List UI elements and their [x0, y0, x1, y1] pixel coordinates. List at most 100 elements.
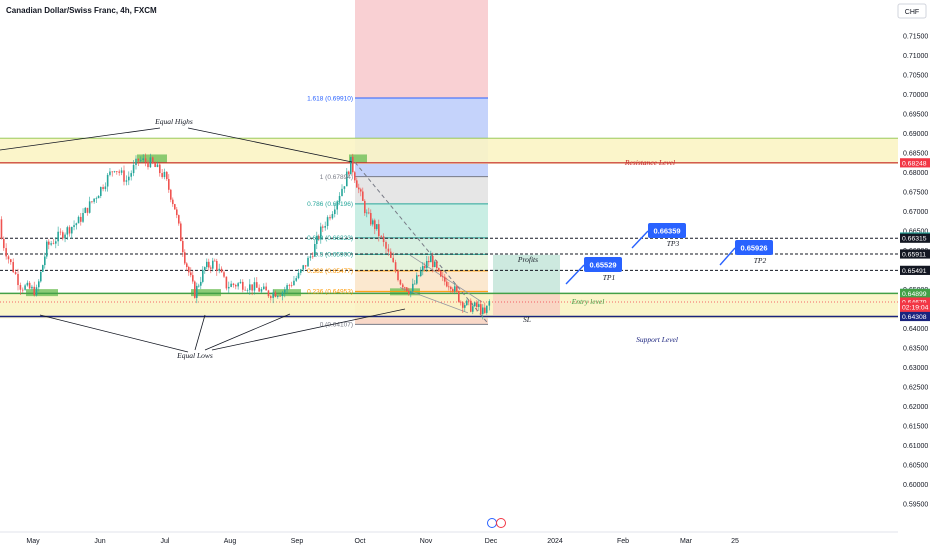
- candle: [111, 171, 114, 177]
- candle: [454, 283, 456, 295]
- price-axis[interactable]: 0.71500 0.71000 0.70500 0.70000 0.69500 0.690…: [898, 0, 932, 550]
- target-badge-tp1[interactable]: [584, 257, 622, 272]
- candle-body: [196, 285, 198, 298]
- candle: [360, 187, 362, 197]
- candle: [113, 170, 116, 173]
- candle-body: [470, 300, 472, 312]
- candle-body: [448, 286, 450, 288]
- candle: [406, 286, 408, 292]
- equal-low-marker: [191, 289, 221, 297]
- candle: [55, 237, 57, 249]
- candle: [38, 279, 40, 292]
- candle: [159, 163, 161, 177]
- time-tick-label: Aug: [224, 538, 237, 545]
- candle: [100, 186, 102, 199]
- candle: [410, 290, 412, 298]
- price-tag[interactable]: 0.65911: [900, 249, 930, 259]
- candle: [44, 252, 46, 269]
- price-tag-text: 0.64308: [902, 314, 927, 321]
- price-tag[interactable]: 0.68248: [900, 158, 930, 168]
- price-tag[interactable]: 02:19:04: [900, 302, 930, 312]
- candle-body: [422, 266, 424, 271]
- time-tick-label: Feb: [617, 538, 629, 545]
- candle: [290, 281, 293, 288]
- candle-body: [277, 295, 279, 297]
- candle-body: [230, 283, 232, 287]
- event-icon-blue[interactable]: [487, 518, 497, 528]
- candle: [59, 228, 62, 236]
- candle: [329, 214, 331, 221]
- candle: [482, 304, 484, 320]
- candle: [312, 252, 314, 259]
- candle-body: [314, 244, 316, 257]
- candle-body: [380, 236, 382, 237]
- candle-body: [135, 158, 137, 165]
- price-tag-text: 0.65491: [902, 268, 927, 275]
- candle: [88, 196, 91, 214]
- candle: [86, 207, 89, 216]
- price-tag[interactable]: 0.66315: [900, 233, 930, 243]
- candle-body: [320, 226, 322, 240]
- candle: [464, 302, 466, 312]
- event-icon-red[interactable]: [496, 518, 506, 528]
- target-badge-tp3[interactable]: [648, 223, 686, 238]
- target-badge-tp2[interactable]: [735, 240, 773, 255]
- candle-body: [452, 289, 454, 292]
- candle: [438, 267, 440, 273]
- fib-level-label: 0.382 (0.65477): [307, 268, 353, 275]
- event-icons[interactable]: [487, 518, 506, 528]
- candle-body: [462, 302, 464, 308]
- candle-body: [348, 171, 350, 175]
- candle-body: [472, 306, 474, 312]
- price-tick-label: 0.62500: [903, 385, 928, 392]
- candle: [235, 283, 237, 290]
- candle-body: [130, 173, 132, 177]
- price-axis-background: [898, 0, 932, 550]
- candle: [362, 187, 364, 201]
- candle: [426, 256, 428, 273]
- candle: [249, 279, 251, 295]
- candle: [52, 239, 55, 245]
- price-tag-box: [900, 265, 930, 275]
- candle: [80, 213, 82, 226]
- price-tag-box: [900, 249, 930, 259]
- candle: [118, 169, 120, 176]
- candle: [314, 239, 316, 258]
- candle-body: [458, 291, 460, 302]
- candle-body: [128, 176, 130, 181]
- candle-body: [318, 236, 320, 240]
- equal-lows-pointer: [39, 314, 189, 353]
- support-level-label: Support Level: [636, 335, 678, 344]
- candle-body: [123, 170, 125, 182]
- candle-body: [64, 234, 66, 239]
- candle: [50, 240, 52, 247]
- candle-body: [80, 216, 82, 222]
- candle: [170, 188, 172, 203]
- candle: [334, 204, 336, 218]
- candle-body: [3, 238, 5, 249]
- candle-body: [184, 252, 186, 264]
- candle: [178, 214, 180, 226]
- price-tag[interactable]: 0.64308: [900, 311, 930, 322]
- candle: [331, 211, 334, 220]
- equal-lows-pointer: [194, 314, 206, 351]
- price-tag[interactable]: 0.65491: [900, 265, 930, 275]
- candle: [144, 153, 147, 167]
- candle: [416, 272, 418, 285]
- profit-box: [493, 254, 560, 294]
- candle: [302, 264, 304, 272]
- candle-body: [111, 171, 114, 173]
- price-tag[interactable]: 0.64899: [900, 288, 930, 299]
- candle-body: [267, 290, 270, 297]
- candle: [274, 290, 277, 298]
- currency-button[interactable]: [897, 3, 927, 19]
- candle-body: [202, 269, 204, 282]
- time-axis[interactable]: May Jun Jul Aug Sep Oct Nov Dec 2024 Feb Mar 25: [0, 518, 898, 546]
- candle: [466, 299, 468, 306]
- candle: [152, 156, 154, 165]
- time-tick-label: 25: [731, 538, 739, 545]
- candle: [12, 258, 14, 273]
- price-tag-box: [900, 311, 930, 322]
- candle: [341, 184, 343, 197]
